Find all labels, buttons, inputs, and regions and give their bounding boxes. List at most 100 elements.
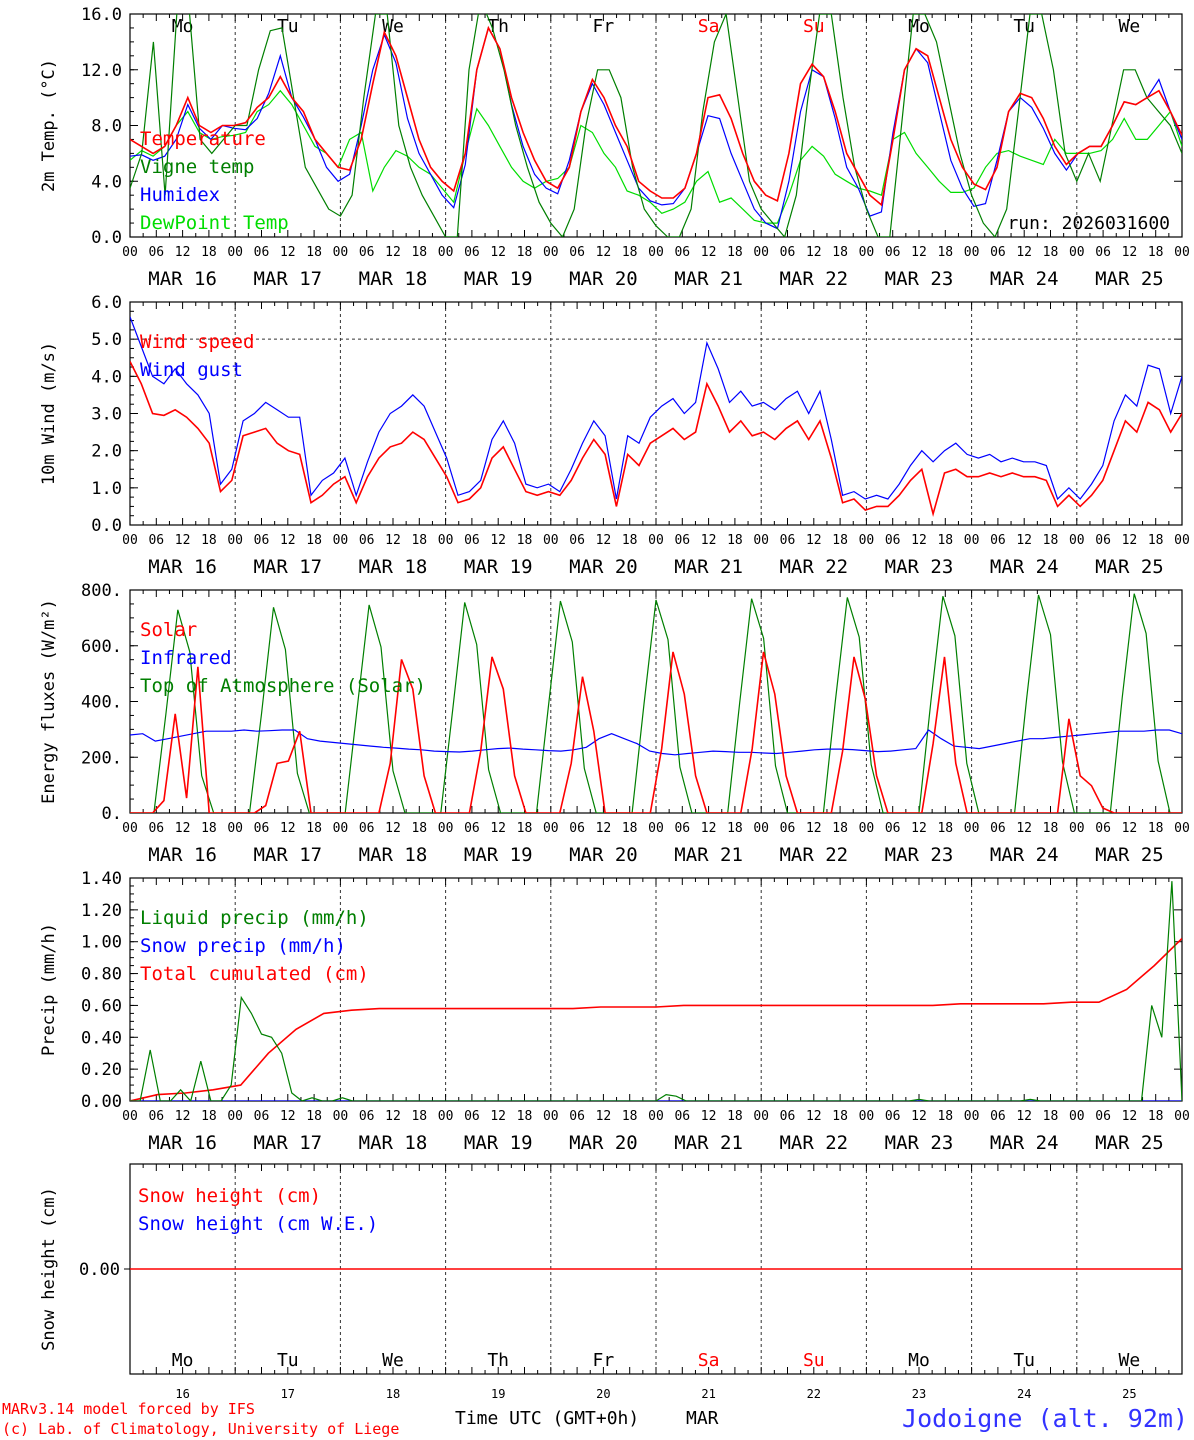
hour-label: 06: [1095, 821, 1111, 836]
date-label: MAR 16: [148, 1132, 217, 1154]
hour-label: 06: [885, 1109, 901, 1124]
weekday-label: We: [1119, 1350, 1141, 1371]
y-tick-label: 6.0: [91, 293, 122, 313]
hour-label: 06: [148, 821, 164, 836]
series-line-infrared: [130, 729, 1182, 756]
hour-label: 18: [517, 245, 533, 260]
date-label: MAR 17: [253, 844, 322, 866]
hour-label: 00: [1174, 245, 1190, 260]
hour-label: 12: [385, 533, 401, 548]
weekday-label: We: [382, 1350, 404, 1371]
day-number-label: 23: [912, 1387, 926, 1401]
series-line-wind-gust: [130, 316, 1182, 501]
hour-label: 00: [859, 245, 875, 260]
date-label: MAR 18: [359, 556, 428, 578]
copyright-credit: (c) Lab. of Climatology, University of L…: [2, 1420, 399, 1438]
weekday-label: Th: [487, 1350, 509, 1371]
hour-label: 00: [122, 821, 138, 836]
y-tick-label: 5.0: [91, 330, 122, 350]
date-label: MAR 18: [359, 844, 428, 866]
y-tick-label: 200.: [81, 748, 122, 768]
hour-label: 18: [1043, 821, 1059, 836]
hour-label: 06: [674, 1109, 690, 1124]
panel-1: 0.0 4.0 8.0 12.0 16.0 2m Temp. (°C) 00 06 12 18 MA…: [39, 5, 1190, 290]
hour-label: 12: [806, 1109, 822, 1124]
hour-label: 12: [490, 533, 506, 548]
hour-label: 12: [1122, 1109, 1138, 1124]
hour-label: 06: [885, 245, 901, 260]
hour-label: 18: [832, 1109, 848, 1124]
hour-label: 18: [306, 533, 322, 548]
date-label: MAR 17: [253, 556, 322, 578]
date-label: MAR 19: [464, 844, 533, 866]
hour-label: 12: [1122, 245, 1138, 260]
station-title: Jodoigne (alt. 92m): [902, 1404, 1188, 1433]
date-label: MAR 25: [1095, 268, 1164, 290]
panel-4: 0.00 0.20 0.40 0.60 0.80 1.00 1.20 1.40 Precip (…: [39, 869, 1190, 1154]
hour-label: 00: [122, 245, 138, 260]
hour-label: 00: [1069, 821, 1085, 836]
hour-label: 18: [937, 245, 953, 260]
weekday-label: Su: [803, 1350, 825, 1371]
series-line-liquid-precip-mm-h-: [130, 881, 1182, 1101]
date-label: MAR 24: [990, 556, 1059, 578]
hour-label: 00: [227, 1109, 243, 1124]
hour-label: 12: [175, 533, 191, 548]
hour-label: 12: [911, 821, 927, 836]
hour-label: 18: [1043, 1109, 1059, 1124]
y-tick-label: 3.0: [91, 405, 122, 425]
hour-label: 00: [964, 1109, 980, 1124]
y-tick-label: 1.00: [81, 933, 122, 953]
y-tick-label: 4.0: [91, 172, 122, 192]
day-number-label: 21: [701, 1387, 715, 1401]
date-label: MAR 16: [148, 268, 217, 290]
hour-label: 06: [674, 533, 690, 548]
date-label: MAR 19: [464, 1132, 533, 1154]
y-tick-label: 400.: [81, 693, 122, 713]
hour-label: 18: [1043, 533, 1059, 548]
hour-label: 18: [201, 245, 217, 260]
hour-label: 18: [306, 821, 322, 836]
hour-label: 18: [411, 533, 427, 548]
date-label: MAR 16: [148, 556, 217, 578]
date-label: MAR 22: [779, 844, 848, 866]
hour-label: 06: [254, 533, 270, 548]
model-credit: MARv3.14 model forced by IFS: [2, 1400, 255, 1418]
hour-label: 18: [1148, 533, 1164, 548]
hour-label: 18: [306, 245, 322, 260]
hour-label: 00: [227, 245, 243, 260]
hour-label: 06: [359, 245, 375, 260]
hour-label: 12: [1122, 533, 1138, 548]
legend-entry: Wind gust: [140, 359, 243, 381]
hour-label: 12: [1016, 533, 1032, 548]
legend-entry: Snow height (cm): [138, 1185, 321, 1207]
date-label: MAR 25: [1095, 844, 1164, 866]
hour-label: 12: [1016, 821, 1032, 836]
hour-label: 12: [596, 245, 612, 260]
hour-label: 00: [1174, 533, 1190, 548]
plot-frame: [129, 301, 1183, 526]
hour-label: 06: [990, 533, 1006, 548]
hour-label: 00: [753, 533, 769, 548]
hour-label: 00: [859, 821, 875, 836]
hour-label: 06: [464, 821, 480, 836]
hour-label: 00: [438, 245, 454, 260]
hour-label: 06: [780, 1109, 796, 1124]
y-axis-title: Energy fluxes (W/m²): [39, 599, 59, 804]
hour-label: 00: [438, 1109, 454, 1124]
hour-label: 06: [464, 245, 480, 260]
hour-label: 06: [780, 821, 796, 836]
y-axis-title: 2m Temp. (°C): [39, 59, 59, 192]
weekday-label: Sa: [698, 1350, 720, 1371]
day-number-label: 24: [1017, 1387, 1031, 1401]
hour-label: 00: [122, 533, 138, 548]
hour-label: 12: [1016, 245, 1032, 260]
hour-label: 00: [333, 533, 349, 548]
hour-label: 00: [227, 533, 243, 548]
hour-label: 00: [1069, 1109, 1085, 1124]
hour-label: 06: [1095, 533, 1111, 548]
y-tick-label: 0.0: [91, 228, 122, 248]
hour-label: 12: [490, 821, 506, 836]
hour-label: 06: [569, 1109, 585, 1124]
hour-label: 12: [911, 245, 927, 260]
